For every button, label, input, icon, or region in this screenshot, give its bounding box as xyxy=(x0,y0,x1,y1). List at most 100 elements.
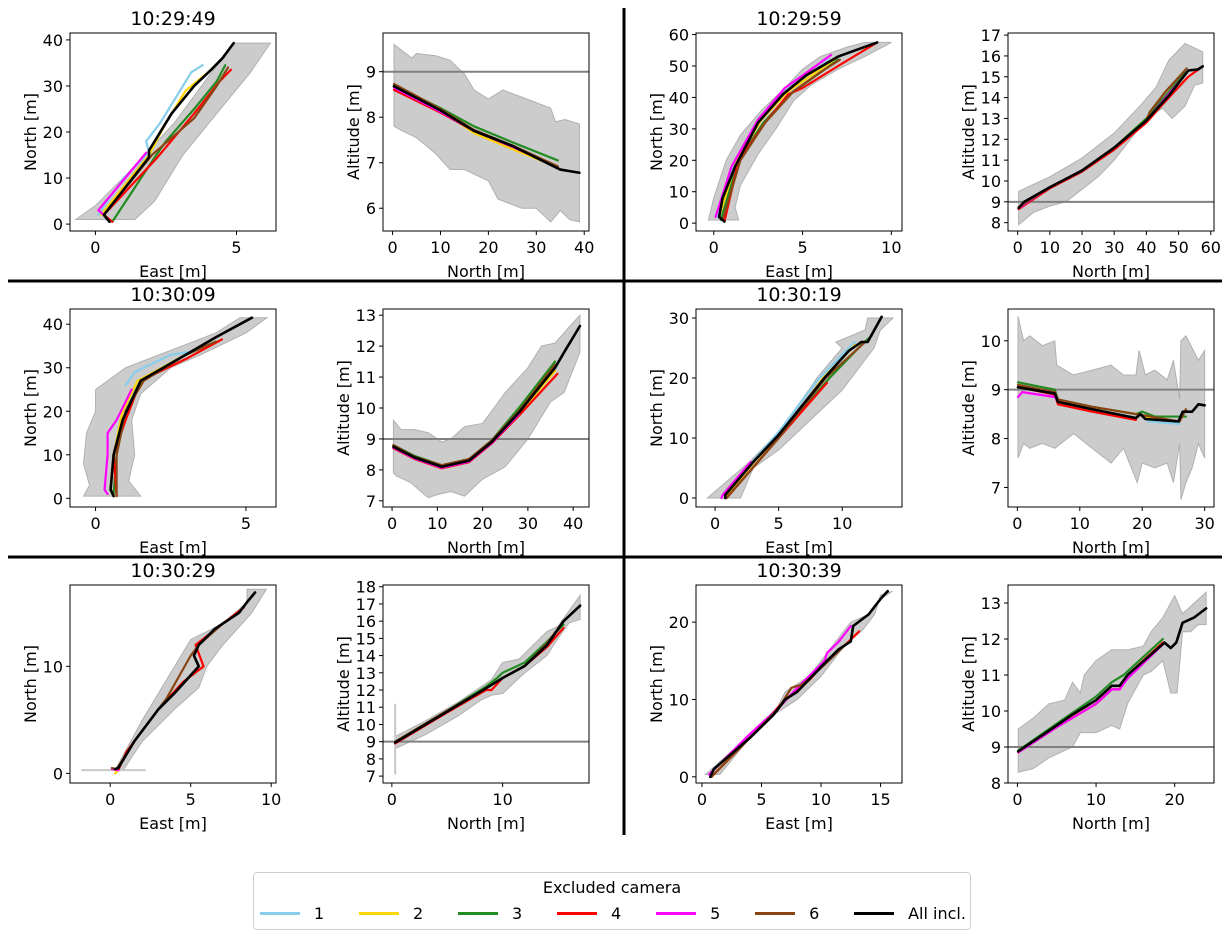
legend-item-2: 2 xyxy=(359,904,423,923)
series-line-camera-5 xyxy=(714,53,833,218)
legend-item-5: 5 xyxy=(656,904,720,923)
series-line-all-incl xyxy=(109,316,254,498)
x-tick-label: 10 xyxy=(832,514,852,533)
x-tick-label: 30 xyxy=(518,514,538,533)
plot-area xyxy=(704,589,893,779)
x-tick-label: 0 xyxy=(387,790,397,809)
legend-label: 2 xyxy=(413,904,424,923)
legend-label: 1 xyxy=(314,904,325,923)
y-tick-label: 60 xyxy=(669,26,689,45)
legend-swatch xyxy=(359,912,400,915)
y-tick-label: 10 xyxy=(981,172,1001,191)
x-tick-label: 20 xyxy=(472,514,492,533)
x-axis-label: North [m] xyxy=(447,538,525,557)
y-tick-label: 0 xyxy=(679,214,689,233)
y-tick-label: 15 xyxy=(981,68,1001,87)
series-line-camera-5 xyxy=(707,624,852,776)
x-axis-label: North [m] xyxy=(447,262,525,281)
y-tick-label: 0 xyxy=(53,764,63,783)
y-tick-label: 10 xyxy=(43,169,63,188)
x-tick-label: 30 xyxy=(1104,238,1124,257)
subplot-10:30:09-profile: 0 10 20 30 40 7 8 9 10 11 12 13 North [m] Altitude [m… xyxy=(334,306,590,557)
x-tick-label: 10 xyxy=(430,238,450,257)
y-axis-label: Altitude [m] xyxy=(334,360,353,456)
x-tick-label: 5 xyxy=(797,238,807,257)
subplot-title: 10:29:59 xyxy=(756,8,841,30)
x-tick-label: 40 xyxy=(574,238,594,257)
x-tick-label: 10 xyxy=(1086,790,1106,809)
y-tick-label: 20 xyxy=(669,613,689,632)
x-tick-label: 0 xyxy=(90,514,100,533)
legend-label: 6 xyxy=(809,904,820,923)
y-tick-label: 10 xyxy=(981,702,1001,721)
legend-swatch xyxy=(755,912,796,915)
series-line-camera-6 xyxy=(721,58,841,222)
x-tick-label: 0 xyxy=(697,790,707,809)
y-tick-label: 11 xyxy=(981,666,1001,685)
legend-item-3: 3 xyxy=(458,904,522,923)
plot-area xyxy=(82,316,269,498)
y-tick-label: 11 xyxy=(981,151,1001,170)
x-tick-label: 10 xyxy=(492,790,512,809)
y-tick-label: 12 xyxy=(356,337,376,356)
legend-swatch xyxy=(260,912,300,915)
series-line-all-incl xyxy=(392,84,581,175)
subplot-title: 10:30:19 xyxy=(756,284,841,306)
series-line-all-incl xyxy=(392,324,582,469)
y-tick-label: 10 xyxy=(356,399,376,418)
legend-item-6: 6 xyxy=(755,904,819,923)
series-line-all-incl xyxy=(113,591,257,771)
y-tick-label: 17 xyxy=(981,26,1001,45)
y-tick-label: 14 xyxy=(356,647,376,666)
y-tick-label: 11 xyxy=(356,698,376,717)
x-axis-label: East [m] xyxy=(765,814,833,833)
legend-label: 4 xyxy=(611,904,622,923)
y-tick-label: 20 xyxy=(669,151,689,170)
plot-area xyxy=(707,41,892,223)
uncertainty-band xyxy=(1017,316,1206,500)
axes-frame xyxy=(1007,584,1215,784)
y-tick-label: 0 xyxy=(679,489,689,508)
y-axis-label: North [m] xyxy=(647,369,666,447)
legend-item-all: All incl. xyxy=(854,904,966,923)
subplot-title: 10:30:29 xyxy=(130,560,215,582)
x-tick-label: 10 xyxy=(427,514,447,533)
series-line-camera-5 xyxy=(720,460,752,500)
y-tick-label: 10 xyxy=(356,715,376,734)
axes-frame xyxy=(382,584,590,784)
y-axis-label: North [m] xyxy=(21,369,40,447)
x-tick-label: 10 xyxy=(1070,514,1090,533)
x-axis-label: East [m] xyxy=(139,538,207,557)
x-tick-label: 5 xyxy=(756,790,766,809)
uncertainty-band xyxy=(1018,42,1204,226)
series-line-all-incl xyxy=(717,41,879,223)
x-tick-label: 20 xyxy=(1132,514,1152,533)
y-tick-label: 16 xyxy=(981,47,1001,66)
y-tick-label: 7 xyxy=(991,478,1001,497)
y-tick-label: 18 xyxy=(356,578,376,597)
y-axis-label: North [m] xyxy=(21,93,40,171)
uncertainty-band xyxy=(82,317,269,497)
y-tick-label: 15 xyxy=(356,629,376,648)
subplot-10:29:49-profile: 0 10 20 30 40 6 7 8 9 North [m] Altitude [m] xyxy=(344,32,594,281)
y-tick-label: 9 xyxy=(991,381,1001,400)
y-tick-label: 13 xyxy=(356,664,376,683)
y-axis-label: North [m] xyxy=(647,93,666,171)
x-tick-label: 10 xyxy=(811,790,831,809)
y-tick-label: 30 xyxy=(669,309,689,328)
legend-label: 3 xyxy=(512,904,523,923)
y-tick-label: 20 xyxy=(669,369,689,388)
x-tick-label: 20 xyxy=(1165,790,1185,809)
x-tick-label: 20 xyxy=(1072,238,1092,257)
x-tick-label: 5 xyxy=(774,514,784,533)
plot-area xyxy=(706,315,895,500)
y-tick-label: 12 xyxy=(356,681,376,700)
plot-area xyxy=(383,313,589,499)
legend-swatch xyxy=(656,912,697,915)
x-tick-label: 10 xyxy=(1040,238,1060,257)
y-axis-label: Altitude [m] xyxy=(334,636,353,732)
uncertainty-band xyxy=(707,41,892,221)
y-tick-label: 50 xyxy=(669,57,689,76)
subplot-title: 10:29:49 xyxy=(130,8,215,30)
